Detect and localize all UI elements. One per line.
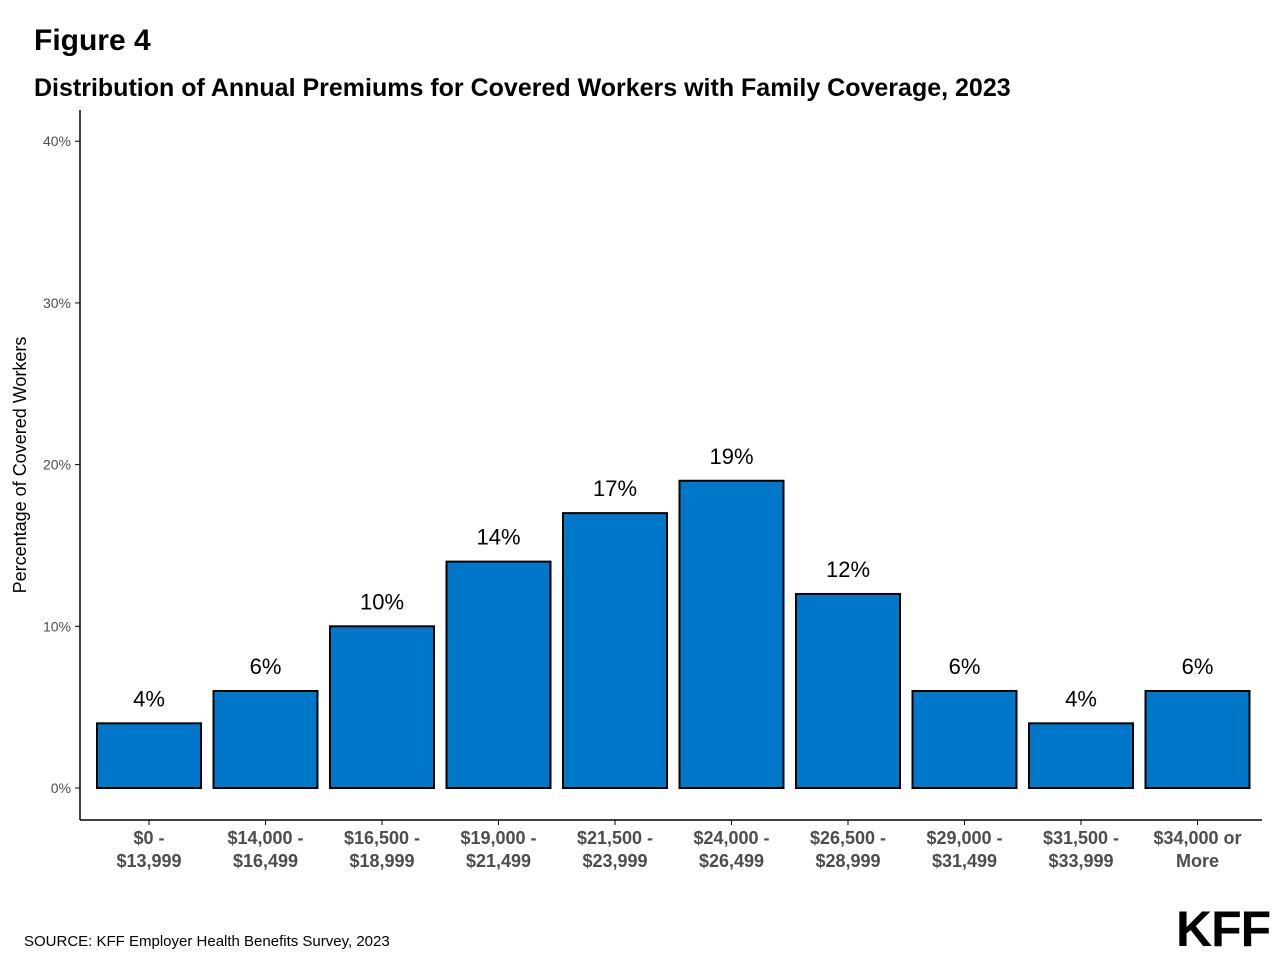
x-tick-label: $34,000 or More bbox=[1153, 828, 1241, 871]
bar-value-label: 17% bbox=[593, 476, 637, 501]
x-axis: $0 -$13,999 $14,000 -$16,499 $16,500 -$18,… bbox=[80, 819, 1262, 871]
bar bbox=[562, 512, 668, 789]
bar bbox=[678, 479, 785, 789]
x-tick-label: $31,500 -$33,999 bbox=[1043, 828, 1119, 871]
x-tick-label: $14,000 -$16,499 bbox=[227, 828, 303, 871]
figure-label: Figure 4 bbox=[34, 24, 151, 57]
chart-title: Distribution of Annual Premiums for Cove… bbox=[34, 74, 1011, 102]
y-axis: 0% 10% 20% 30% 40% bbox=[43, 110, 81, 820]
y-tick-label: 0% bbox=[51, 780, 71, 796]
x-tick-label: $19,000 -$21,499 bbox=[460, 828, 536, 871]
x-tick-label: $24,000 -$26,499 bbox=[693, 828, 769, 871]
y-tick-label: 40% bbox=[43, 133, 71, 149]
bar bbox=[445, 560, 552, 789]
bar bbox=[1028, 722, 1134, 790]
y-tick-label: 10% bbox=[43, 618, 71, 634]
bar-value-label: 6% bbox=[949, 654, 981, 679]
x-tick-label: $21,500 -$23,999 bbox=[577, 828, 653, 871]
x-tick-label: $16,500 -$18,999 bbox=[344, 828, 420, 871]
x-tick-label: $0 -$13,999 bbox=[116, 828, 181, 871]
y-tick-label: 30% bbox=[43, 295, 71, 311]
bar-value-label: 12% bbox=[826, 557, 870, 582]
bar-value-label: 14% bbox=[476, 525, 520, 550]
bar-value-label: 10% bbox=[360, 589, 404, 614]
bar bbox=[911, 689, 1018, 789]
bar-value-label: 19% bbox=[709, 444, 753, 469]
bar-value-label: 4% bbox=[133, 686, 165, 711]
bars bbox=[96, 479, 1251, 790]
bar bbox=[329, 625, 435, 789]
data-labels: 4% 6% 10% 14% 17% 19% 12% 6% 4% 6% bbox=[133, 444, 1213, 712]
kff-logo: KFF bbox=[1176, 901, 1271, 957]
bar bbox=[795, 592, 901, 790]
x-tick-label: $26,500 -$28,999 bbox=[810, 828, 886, 871]
x-tick-label: $29,000 -$31,499 bbox=[926, 828, 1002, 871]
y-tick-label: 20% bbox=[43, 457, 71, 473]
bar-value-label: 4% bbox=[1065, 686, 1097, 711]
bar-value-label: 6% bbox=[250, 654, 282, 679]
bar bbox=[96, 722, 202, 790]
source-note: SOURCE: KFF Employer Health Benefits Sur… bbox=[24, 933, 390, 950]
y-axis-label: Percentage of Covered Workers bbox=[10, 337, 30, 594]
bar-value-label: 6% bbox=[1182, 654, 1214, 679]
bar bbox=[212, 689, 319, 789]
bar bbox=[1144, 689, 1251, 789]
